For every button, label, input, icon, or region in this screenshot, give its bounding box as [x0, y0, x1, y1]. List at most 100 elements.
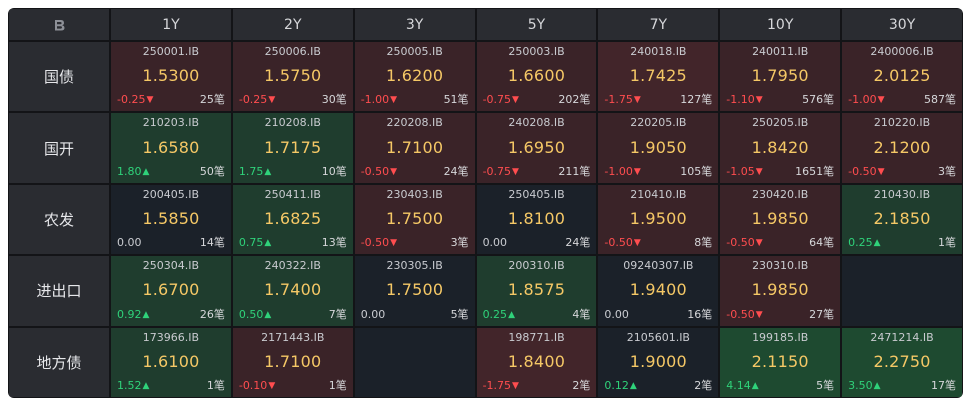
trade-count: 16笔	[687, 307, 713, 321]
trade-count: 1651笔	[795, 164, 835, 178]
bond-cell[interactable]: 250304.IB 1.6700 0.92 ▲ 26笔	[111, 256, 231, 326]
bond-cell[interactable]: 2471214.IB 2.2750 3.50 ▲ 17笔	[842, 327, 962, 397]
bond-code: 198771.IB	[508, 330, 565, 344]
bond-code: 250001.IB	[142, 45, 200, 58]
bond-code: 2471214.IB	[870, 330, 934, 344]
logo-b-icon	[55, 19, 65, 30]
empty-cell	[354, 327, 475, 397]
trade-count: 3笔	[450, 236, 469, 250]
cell-footer: 0.25 ▲ 1笔	[848, 236, 956, 250]
cell-footer: -1.75 ▼ 2笔	[483, 379, 591, 393]
bond-cell[interactable]: 240208.IB 1.6950 -0.75 ▼ 211笔	[476, 113, 597, 183]
column-header-3y: 3Y	[354, 9, 475, 40]
cell-footer: 1.52 ▲ 1笔	[117, 379, 225, 393]
cell-footer: -0.50 ▼ 24笔	[361, 165, 469, 179]
cell-footer: 0.00 5笔	[361, 308, 469, 322]
bond-cell[interactable]: 240018.IB 1.7425 -1.75 ▼ 127笔	[598, 42, 719, 112]
yield-change: 4.14 ▲	[726, 379, 758, 393]
change-value: -0.50	[604, 236, 633, 250]
empty-cell	[842, 256, 962, 326]
bond-cell[interactable]: 200405.IB 1.5850 0.00 14笔	[111, 184, 231, 255]
trade-count: 30笔	[321, 93, 347, 107]
arrow-down-icon: ▼	[390, 95, 398, 106]
cell-footer: -1.00 ▼ 105笔	[604, 165, 712, 179]
bond-yield: 1.9850	[751, 208, 809, 228]
bond-yield: 1.8400	[507, 351, 566, 371]
trade-count: 576笔	[802, 93, 835, 107]
bond-cell[interactable]: 2171443.IB 1.7100 -0.10 ▼ 1笔	[232, 327, 353, 397]
bond-cell[interactable]: 2105601.IB 1.9000 0.12 ▲ 2笔	[598, 327, 719, 397]
bond-cell[interactable]: 250006.IB 1.5750 -0.25 ▼ 30笔	[232, 42, 353, 112]
trade-count: 2笔	[572, 379, 591, 392]
bond-yield: 1.9000	[629, 351, 687, 371]
bond-yield: 1.6100	[142, 351, 200, 371]
cell-footer: -1.05 ▼ 1651笔	[726, 165, 834, 179]
bond-code: 240322.IB	[264, 259, 321, 273]
change-value: -0.50	[360, 236, 390, 250]
bond-cell[interactable]: 200310.IB 1.8575 0.25 ▲ 4笔	[476, 256, 597, 326]
bond-cell[interactable]: 210220.IB 2.1200 -0.50 ▼ 3笔	[842, 113, 962, 183]
yield-change: 0.75 ▲	[239, 236, 271, 250]
trade-count: 2笔	[694, 379, 713, 392]
cell-footer: -1.10 ▼ 576笔	[726, 93, 834, 107]
bond-code: 240018.IB	[630, 45, 687, 58]
cell-footer: -0.50 ▼ 8笔	[604, 236, 712, 250]
bond-cell[interactable]: 250411.IB 1.6825 0.75 ▲ 13笔	[232, 184, 353, 255]
bond-cell[interactable]: 173966.IB 1.6100 1.52 ▲ 1笔	[111, 327, 231, 397]
bond-cell[interactable]: 230305.IB 1.7500 0.00 5笔	[354, 256, 475, 326]
bond-code: 250205.IB	[752, 116, 809, 130]
yield-change: 0.00	[117, 236, 142, 250]
bond-cell[interactable]: 220208.IB 1.7100 -0.50 ▼ 24笔	[354, 113, 475, 183]
yield-change: -1.75 ▼	[604, 93, 640, 107]
yield-change: 0.00	[361, 308, 386, 322]
bond-code: 2171443.IB	[261, 330, 325, 344]
bond-cell[interactable]: 250205.IB 1.8420 -1.05 ▼ 1651笔	[720, 113, 841, 183]
cell-footer: 1.75 ▲ 10笔	[239, 165, 347, 179]
cell-footer: -0.10 ▼ 1笔	[239, 379, 347, 393]
bond-code: 250304.IB	[142, 259, 200, 273]
column-header-5y: 5Y	[476, 9, 597, 40]
bond-cell[interactable]: 230310.IB 1.9850 -0.50 ▼ 27笔	[720, 256, 841, 326]
change-value: -0.75	[482, 93, 512, 107]
bond-yield: 1.6200	[386, 66, 444, 86]
bond-cell[interactable]: 199185.IB 2.1150 4.14 ▲ 5笔	[720, 327, 841, 397]
yield-change: 0.50 ▲	[239, 308, 271, 322]
bond-cell[interactable]: 210410.IB 1.9500 -0.50 ▼ 8笔	[598, 184, 719, 255]
arrow-down-icon: ▼	[755, 238, 763, 249]
bond-cell[interactable]: 09240307.IB 1.9400 0.00 16笔	[598, 256, 719, 326]
bond-cell[interactable]: 250005.IB 1.6200 -1.00 ▼ 51笔	[354, 42, 475, 112]
yield-change: -0.75 ▼	[483, 165, 519, 179]
bond-cell[interactable]: 2400006.IB 2.0125 -1.00 ▼ 587笔	[842, 42, 962, 112]
arrow-up-icon: ▲	[751, 381, 759, 391]
arrow-down-icon: ▼	[512, 381, 519, 391]
bond-cell[interactable]: 250405.IB 1.8100 0.00 24笔	[476, 184, 597, 255]
column-header-30y: 30Y	[842, 9, 962, 40]
yield-change: -0.50 ▼	[726, 236, 762, 250]
bond-code: 210203.IB	[142, 116, 200, 130]
bond-cell[interactable]: 230403.IB 1.7500 -0.50 ▼ 3笔	[354, 184, 475, 255]
bond-cell[interactable]: 210430.IB 2.1850 0.25 ▲ 1笔	[842, 184, 962, 255]
cell-footer: -0.50 ▼ 3笔	[848, 165, 956, 179]
bond-cell[interactable]: 240322.IB 1.7400 0.50 ▲ 7笔	[232, 256, 353, 326]
arrow-down-icon: ▼	[877, 166, 885, 177]
row-label: 国开	[9, 113, 109, 183]
bond-cell[interactable]: 240011.IB 1.7950 -1.10 ▼ 576笔	[720, 42, 841, 112]
bond-cell[interactable]: 220205.IB 1.9050 -1.00 ▼ 105笔	[598, 113, 719, 183]
row-label: 进出口	[9, 256, 109, 326]
bond-yield: 1.8420	[751, 137, 809, 157]
bond-cell[interactable]: 210203.IB 1.6580 1.80 ▲ 50笔	[111, 113, 231, 183]
arrow-down-icon: ▼	[512, 166, 519, 177]
bond-cell[interactable]: 250003.IB 1.6600 -0.75 ▼ 202笔	[476, 42, 597, 112]
bond-cell[interactable]: 250001.IB 1.5300 -0.25 ▼ 25笔	[111, 42, 231, 112]
bond-yield: 2.1150	[751, 351, 809, 371]
trade-count: 24笔	[565, 236, 591, 250]
yield-change: -0.10 ▼	[239, 379, 275, 393]
bond-yield: 2.2750	[873, 351, 931, 371]
trade-count: 10笔	[321, 164, 347, 178]
bond-cell[interactable]: 230420.IB 1.9850 -0.50 ▼ 64笔	[720, 184, 841, 255]
row-label: 国债	[9, 42, 109, 112]
change-value: 0.00	[117, 236, 142, 250]
bond-cell[interactable]: 198771.IB 1.8400 -1.75 ▼ 2笔	[476, 327, 597, 397]
bond-cell[interactable]: 210208.IB 1.7175 1.75 ▲ 10笔	[232, 113, 353, 183]
change-value: -0.10	[238, 379, 268, 392]
